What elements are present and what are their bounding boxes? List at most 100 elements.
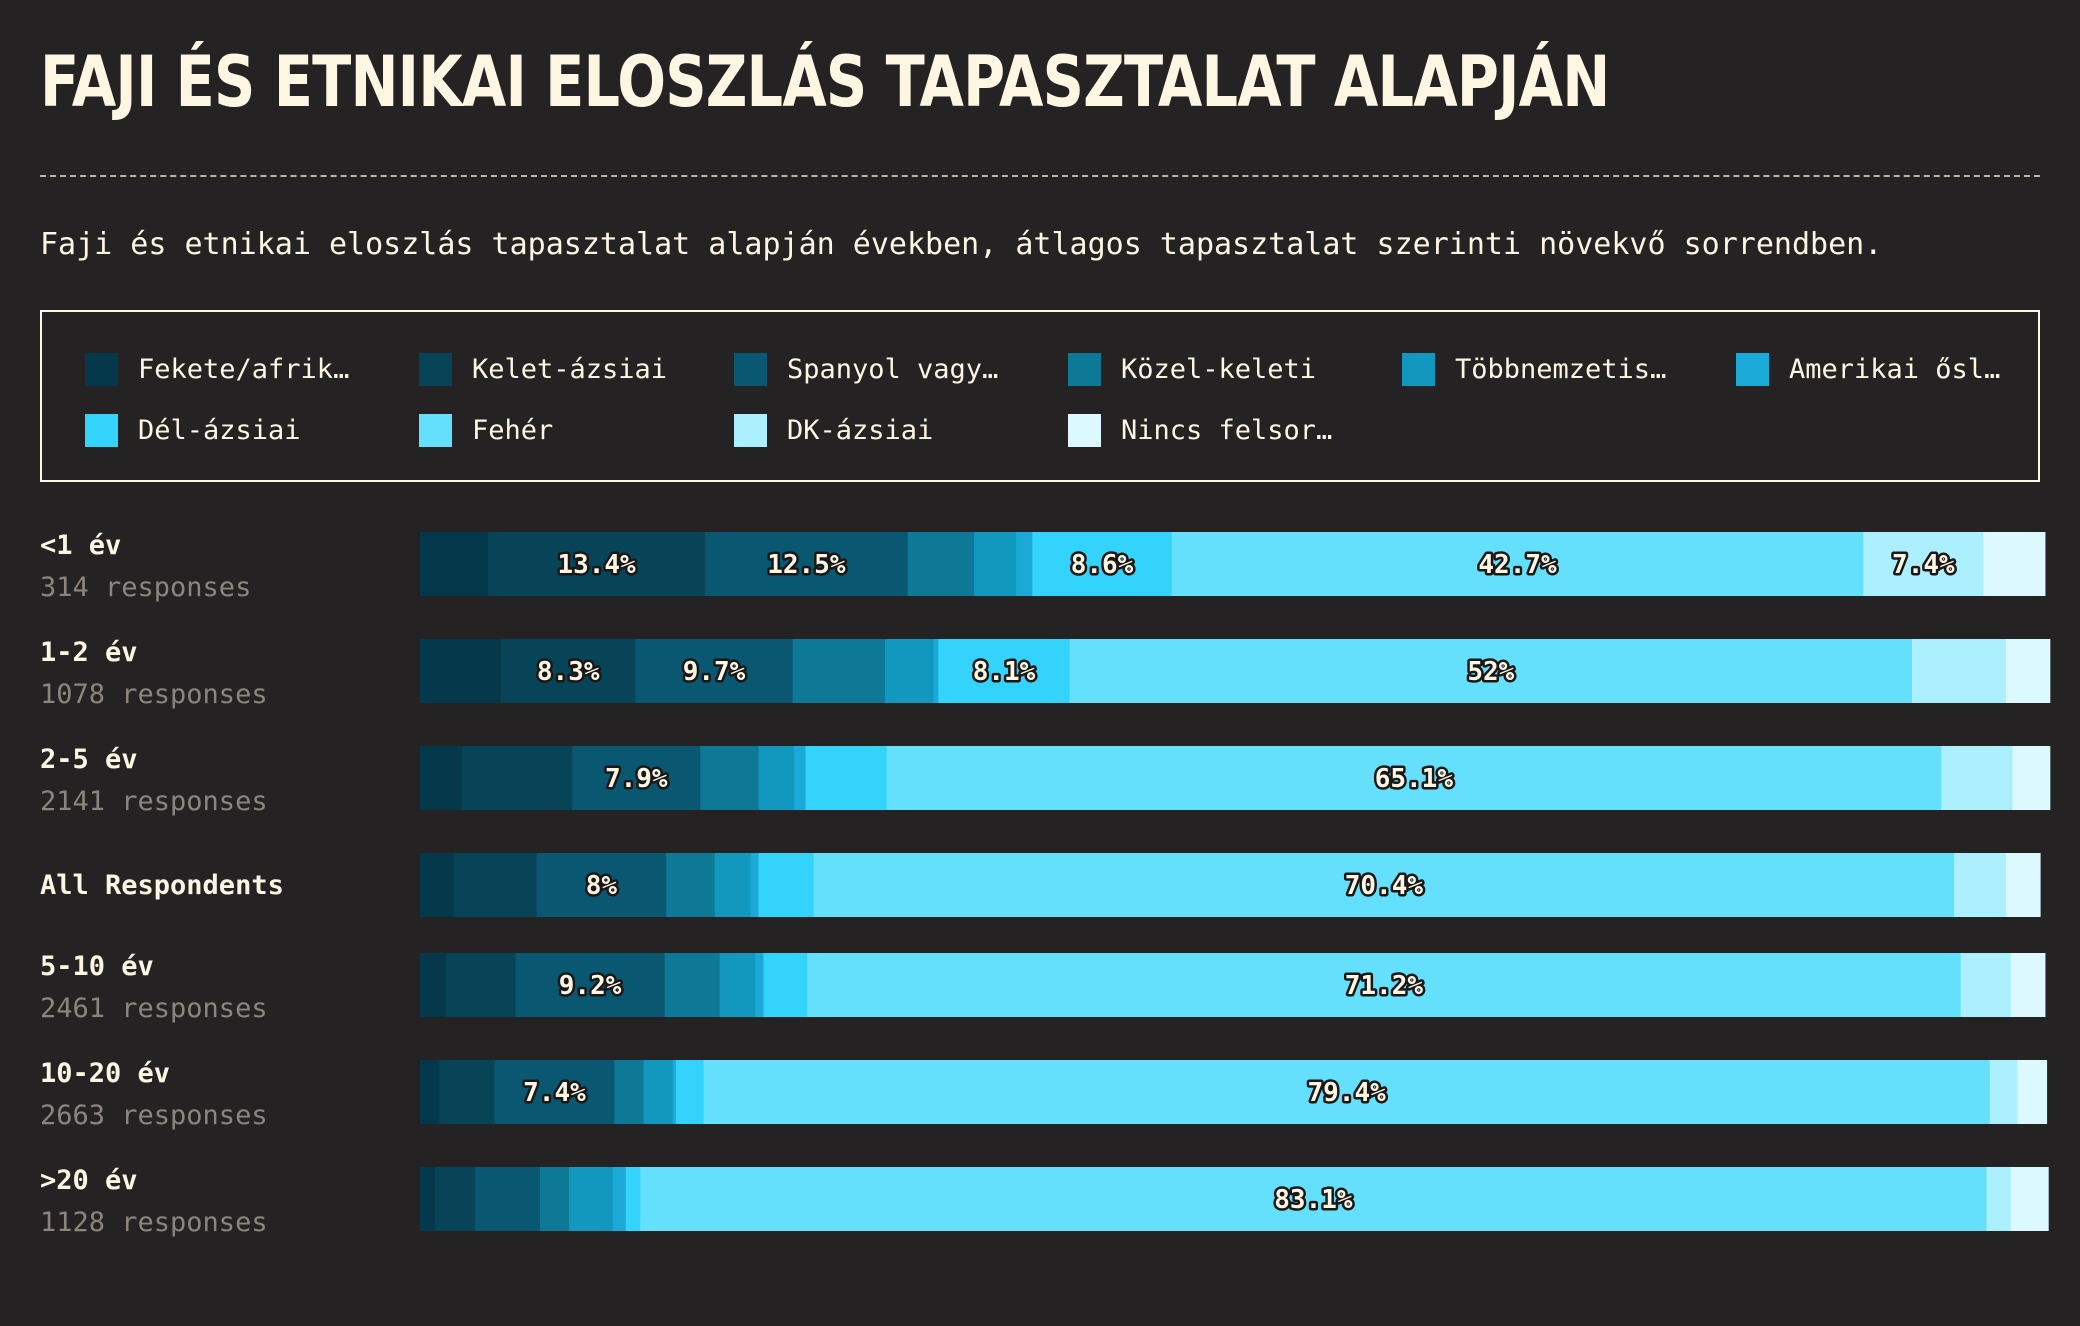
- bar-segment[interactable]: [700, 746, 760, 810]
- legend-label: Kelet-ázsiai: [472, 353, 668, 385]
- legend-item-fekete[interactable]: Fekete/afrik…: [85, 352, 349, 386]
- bar-segment[interactable]: [1016, 532, 1033, 596]
- legend-label: DK-ázsiai: [787, 414, 934, 446]
- bar-segment[interactable]: [792, 639, 886, 703]
- bar-segment[interactable]: [420, 953, 447, 1017]
- bar-segment[interactable]: [675, 1060, 705, 1124]
- bar-segment[interactable]: [643, 1060, 674, 1124]
- bar-segment[interactable]: [719, 953, 756, 1017]
- bar-segment[interactable]: [420, 746, 463, 810]
- legend-swatch: [1736, 352, 1769, 386]
- bar-segment[interactable]: [536, 853, 667, 917]
- legend-swatch: [1068, 352, 1101, 386]
- bar-data-label: 7.9%: [605, 764, 668, 794]
- bar-segment[interactable]: [666, 853, 716, 917]
- bar-segment[interactable]: [2005, 639, 2051, 703]
- bar-segment[interactable]: [2005, 853, 2041, 917]
- bar-segment[interactable]: [938, 639, 1071, 703]
- bar-segment[interactable]: [755, 953, 765, 1017]
- bar-segment[interactable]: [475, 1167, 541, 1231]
- bar-segment[interactable]: [2010, 953, 2046, 1017]
- bar-data-label: 13.4%: [557, 550, 636, 580]
- bar-segment[interactable]: [640, 1167, 1988, 1231]
- bar-segment[interactable]: [1069, 639, 1913, 703]
- bar-data-label: 52%: [1467, 657, 1514, 687]
- bar-segment[interactable]: [454, 853, 538, 917]
- row-label-gt20: >20 év 1128 responses: [40, 1164, 268, 1240]
- legend-item-nincs-felsorolva[interactable]: Nincs felsor…: [1068, 413, 1332, 447]
- row-name: 5-10 év: [40, 951, 154, 982]
- bar-segment[interactable]: [1954, 853, 2007, 917]
- bar-segment[interactable]: [494, 1060, 615, 1124]
- page-title: FAJI ÉS ETNIKAI ELOSZLÁS TAPASZTALAT ALA…: [40, 41, 1610, 123]
- bar-segment[interactable]: [434, 1167, 476, 1231]
- bar-segment[interactable]: [420, 532, 489, 596]
- bar-segment[interactable]: [672, 1060, 677, 1124]
- bar-data-label: 65.1%: [1375, 764, 1454, 794]
- bar-segment[interactable]: [974, 532, 1017, 596]
- bar-segment[interactable]: [794, 746, 807, 810]
- bar-segment[interactable]: [420, 1060, 441, 1124]
- bar-segment[interactable]: [907, 532, 975, 596]
- bar-segment[interactable]: [439, 1060, 496, 1124]
- bar-segment[interactable]: [515, 953, 666, 1017]
- bar-segment[interactable]: [705, 532, 909, 596]
- bar-segment[interactable]: [813, 853, 1955, 917]
- bar-data-label: 8.1%: [973, 657, 1036, 687]
- bar-segment[interactable]: [807, 953, 1962, 1017]
- bar-segment[interactable]: [763, 953, 808, 1017]
- bar-segment[interactable]: [625, 1167, 641, 1231]
- bar-segment[interactable]: [445, 953, 517, 1017]
- bar-segment[interactable]: [1032, 532, 1173, 596]
- bar-segment[interactable]: [1941, 746, 2014, 810]
- bar-segment[interactable]: [462, 746, 573, 810]
- row-response-count: 1078 responses: [40, 679, 268, 710]
- legend-item-spanyol[interactable]: Spanyol vagy…: [734, 352, 998, 386]
- legend-item-kelet-azsiai[interactable]: Kelet-ázsiai: [419, 352, 667, 386]
- bar-segment[interactable]: [1983, 532, 2046, 596]
- bar-segment[interactable]: [1986, 1167, 2012, 1231]
- bar-segment[interactable]: [884, 639, 935, 703]
- legend-item-feher[interactable]: Fehér: [419, 413, 553, 447]
- bar-segment[interactable]: [539, 1167, 570, 1231]
- bar-segment[interactable]: [420, 853, 455, 917]
- row-name: 2-5 év: [40, 744, 138, 775]
- row-label-5-10: 5-10 év 2461 responses: [40, 950, 268, 1026]
- bar-segment[interactable]: [420, 639, 502, 703]
- bar-segment[interactable]: [1989, 1060, 2018, 1124]
- bar-segment[interactable]: [420, 1167, 436, 1231]
- bar-segment[interactable]: [2010, 1167, 2049, 1231]
- legend-item-amerikai-oslakos[interactable]: Amerikai ősl…: [1736, 352, 2000, 386]
- bar-segment[interactable]: [664, 953, 721, 1017]
- row-response-count: 2141 responses: [40, 786, 268, 817]
- legend-item-dk-azsiai[interactable]: DK-ázsiai: [734, 413, 933, 447]
- bar-segment[interactable]: [750, 853, 760, 917]
- bar-segment[interactable]: [1171, 532, 1865, 596]
- bar-segment[interactable]: [886, 746, 1942, 810]
- bar-segment[interactable]: [805, 746, 888, 810]
- bar-segment[interactable]: [488, 532, 706, 596]
- bar-segment[interactable]: [758, 853, 815, 917]
- legend-label: Spanyol vagy…: [787, 353, 999, 385]
- bar-segment[interactable]: [1960, 953, 2012, 1017]
- bar-segment[interactable]: [612, 1167, 627, 1231]
- bar-segment[interactable]: [703, 1060, 1991, 1124]
- bar-segment[interactable]: [1863, 532, 1984, 596]
- bar-segment[interactable]: [501, 639, 637, 703]
- bar-segment[interactable]: [714, 853, 752, 917]
- bar-segment[interactable]: [572, 746, 701, 810]
- bar-segment[interactable]: [1912, 639, 2007, 703]
- bar-segment[interactable]: [614, 1060, 645, 1124]
- row-label-10-20: 10-20 év 2663 responses: [40, 1057, 268, 1133]
- bar-segment[interactable]: [2012, 746, 2051, 810]
- legend-item-kozel-keleti[interactable]: Közel-keleti: [1068, 352, 1316, 386]
- legend-item-tobbnemzetisegu[interactable]: Többnemzetis…: [1402, 352, 1666, 386]
- bar-segment[interactable]: [2017, 1060, 2048, 1124]
- bar-segment[interactable]: [569, 1167, 614, 1231]
- legend-swatch: [1402, 352, 1435, 386]
- row-name: All Respondents: [40, 870, 284, 901]
- bar-segment[interactable]: [635, 639, 794, 703]
- bar-segment[interactable]: [933, 639, 939, 703]
- bar-segment[interactable]: [758, 746, 795, 810]
- legend-item-del-azsiai[interactable]: Dél-ázsiai: [85, 413, 301, 447]
